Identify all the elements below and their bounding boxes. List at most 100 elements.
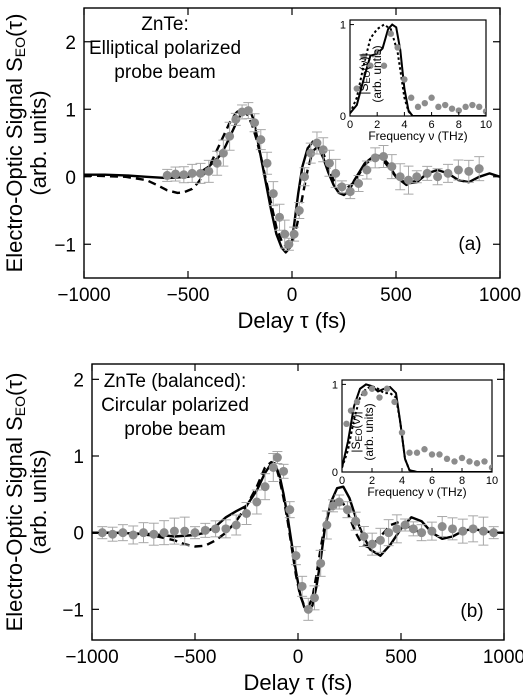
y-tick-label: 0 [65, 168, 76, 189]
y-tick-label: 1 [65, 100, 76, 121]
data-point [171, 169, 181, 179]
inset-data-point [360, 53, 367, 60]
inset-data-point [413, 449, 421, 456]
data-point [334, 497, 344, 507]
y-axis-title: Electro-Optic Signal SEO(τ) [2, 14, 28, 273]
inset-data-point [380, 62, 388, 69]
data-point [262, 158, 272, 168]
data-point [190, 528, 200, 538]
data-point [433, 172, 443, 182]
data-point [337, 182, 347, 192]
inset-x-tick-label: 2 [374, 119, 380, 131]
inset-data-point [435, 103, 442, 111]
inset-data-point [436, 451, 443, 458]
data-point [204, 166, 214, 176]
inset-plot-area [342, 383, 492, 472]
data-point [218, 148, 228, 158]
inset-data-point [353, 85, 360, 92]
annotation-line: Elliptical polarized [89, 38, 241, 59]
data-point [318, 145, 328, 155]
data-point [97, 528, 107, 538]
data-point [280, 229, 290, 239]
data-point [128, 530, 138, 540]
inset-data-point [401, 76, 408, 83]
data-point [108, 529, 118, 539]
data-point [331, 168, 341, 178]
data-point [375, 535, 385, 545]
inset-x-axis-title: Frequency ν (THz) [368, 129, 467, 143]
data-point [180, 526, 190, 536]
inset-x-tick-label: 6 [429, 119, 435, 131]
data-point [370, 153, 380, 163]
inset-y-tick-label: 1 [332, 379, 338, 391]
inset-data-point [367, 62, 374, 69]
data-point [408, 524, 418, 534]
data-point [118, 528, 128, 538]
annotation-line: ZnTe: [141, 14, 189, 35]
inset-data-point [481, 458, 488, 465]
data-point [225, 131, 235, 141]
inset-data-point [368, 385, 376, 392]
data-point [231, 520, 241, 530]
inset-chart: 0 2 4 6 8 10 0 1 Frequency ν (THz) |SEO(ν)| (arb. … [340, 19, 492, 143]
data-point [448, 524, 457, 534]
data-point [279, 466, 289, 476]
data-point [303, 604, 313, 614]
inset-data-point [428, 451, 436, 458]
dashed-line [92, 460, 423, 609]
annotation-line: Circular polarized [101, 395, 249, 416]
data-point [351, 516, 361, 526]
inset-data-point [353, 398, 361, 406]
inset-data-point [414, 103, 422, 111]
inset-chart: 0 2 4 6 8 10 0 1 Frequency ν (THz) |SEO(ν)| (arb. … [332, 379, 498, 499]
data-point [294, 206, 304, 215]
data-point [268, 463, 278, 472]
data-point [354, 179, 364, 188]
data-point [139, 528, 148, 538]
data-point [443, 168, 453, 178]
inset-x-tick-label: 0 [339, 475, 345, 487]
x-axis-title: Delay τ (fs) [238, 308, 347, 333]
inset-data-point [488, 464, 492, 471]
data-point [299, 172, 309, 182]
data-point [392, 524, 402, 534]
x-tick-label: 500 [380, 285, 412, 306]
inset-data-point [406, 449, 413, 456]
data-point [384, 528, 394, 538]
data-point [309, 593, 319, 603]
data-point [359, 532, 369, 541]
data-point [260, 482, 270, 492]
data-point [412, 172, 422, 182]
data-point [387, 162, 397, 172]
inset-y-axis-units: (arb. units) [362, 403, 376, 460]
data-point [312, 138, 322, 148]
data-point [285, 505, 295, 515]
panel-label: (b) [460, 601, 483, 622]
inset-y-axis-title: |SEO(ν)| [357, 53, 372, 94]
inset-y-tick-label: 1 [340, 20, 346, 32]
x-tick-label: −1000 [65, 647, 118, 668]
inset-x-tick-label: 4 [399, 475, 405, 487]
inset-data-point [469, 101, 476, 109]
inset-data-point [443, 455, 451, 463]
data-point [362, 165, 372, 175]
data-point [400, 520, 410, 530]
data-point [297, 581, 307, 591]
data-point [162, 170, 172, 180]
y-tick-label: 1 [73, 447, 84, 468]
y-axis-units: (arb. units) [26, 449, 51, 554]
data-point [474, 164, 484, 174]
data-points [97, 451, 499, 621]
inset-data-point [455, 107, 462, 114]
inset-data-point [391, 398, 398, 406]
inset-data-point [458, 454, 466, 462]
data-point [316, 558, 326, 568]
data-point [437, 522, 447, 532]
inset-x-tick-label: 8 [459, 475, 465, 487]
data-point [403, 175, 413, 185]
inset-x-tick-label: 10 [480, 119, 492, 131]
inset-data-point [408, 94, 415, 101]
inset-x-tick-label: 10 [486, 475, 498, 487]
